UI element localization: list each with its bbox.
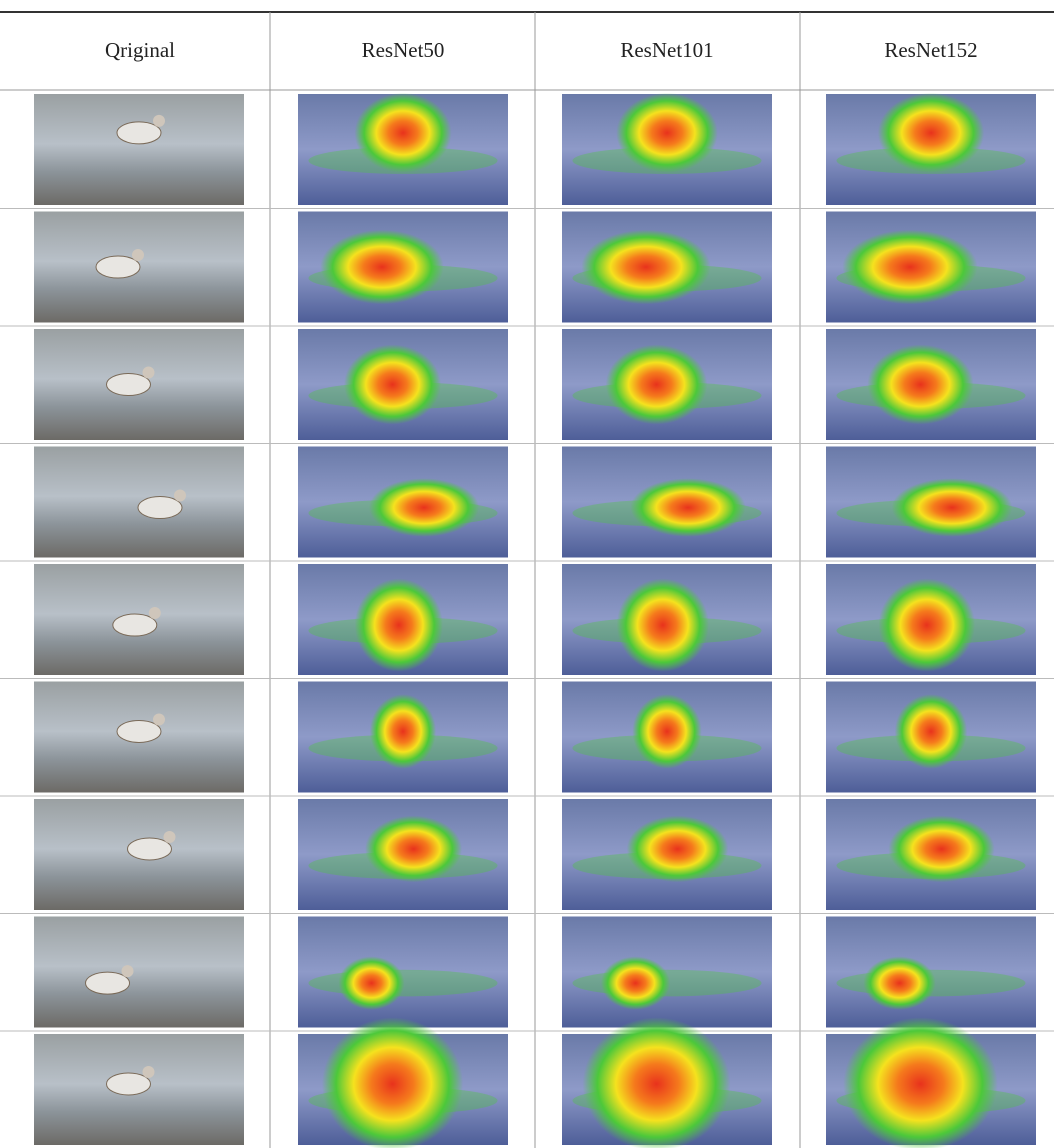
heat-blob (632, 694, 701, 769)
heatmap-image (298, 682, 508, 793)
bird-body (117, 720, 161, 742)
heatmap-image (826, 93, 1036, 205)
heatmap-image (826, 564, 1036, 675)
heatmap-image (298, 93, 508, 205)
bird-head (149, 607, 161, 619)
heatmap-image (826, 917, 1036, 1028)
heat-blob (617, 578, 709, 671)
bird-head (143, 367, 155, 379)
heat-blob (338, 956, 404, 1009)
heat-blob (878, 93, 984, 173)
bird-body (128, 838, 172, 860)
column-header: ResNet101 (620, 38, 713, 62)
heat-blob (892, 478, 1013, 537)
heatmap-image (298, 447, 508, 558)
bird-head (153, 713, 165, 725)
heatmap-image (562, 212, 772, 323)
heatmap-image (826, 799, 1036, 910)
original-image (34, 329, 244, 440)
original-image (34, 799, 244, 910)
bird-head (143, 1066, 155, 1078)
image-background (34, 447, 244, 558)
heatmap-image (826, 329, 1036, 440)
bird-head (132, 249, 144, 261)
heat-blob (606, 345, 708, 425)
bird-body (113, 614, 157, 636)
heat-blob (369, 478, 479, 537)
heatmap-image (298, 799, 508, 910)
original-image (34, 212, 244, 323)
heat-blob (888, 816, 994, 883)
original-image (34, 94, 244, 205)
bird-body (86, 972, 130, 994)
heat-blob (354, 93, 451, 173)
figure: Qriginal ResNet50 ResNet101 ResNet152 (0, 0, 1054, 1148)
heatmap-image (562, 93, 772, 205)
heatmap-image (562, 1017, 772, 1148)
bird-body (96, 256, 140, 278)
heat-blob (320, 230, 443, 305)
header-row: Qriginal ResNet50 ResNet101 ResNet152 (105, 38, 978, 62)
heat-blob (895, 694, 967, 769)
heat-blob (843, 1017, 998, 1148)
heat-blob (365, 816, 462, 883)
heat-blob (616, 93, 718, 173)
heatmap-image (562, 447, 772, 558)
bird-body (107, 1073, 151, 1095)
heatmap-image (826, 682, 1036, 793)
heat-blob (344, 345, 441, 425)
heat-blob (370, 694, 436, 769)
original-image (34, 1034, 244, 1145)
bird-head (122, 965, 134, 977)
heat-blob (355, 578, 443, 671)
bird-head (164, 831, 176, 843)
heatmap-image (562, 799, 772, 910)
bird-head (153, 115, 165, 127)
original-image (34, 447, 244, 558)
original-image (34, 682, 244, 793)
heatmap-image (298, 329, 508, 440)
bird-body (138, 497, 182, 519)
original-image (34, 917, 244, 1028)
heat-blob (627, 816, 729, 883)
heat-blob (583, 1017, 731, 1148)
column-header: ResNet50 (362, 38, 445, 62)
heatmap-image (826, 1017, 1036, 1148)
heatmap-image (298, 212, 508, 323)
heatmap-image (298, 917, 508, 1028)
heatmap-image (562, 682, 772, 793)
image-background (34, 94, 244, 205)
image-background (34, 917, 244, 1028)
heat-blob (842, 230, 977, 305)
column-header: Qriginal (105, 38, 175, 62)
heatmap-image (562, 564, 772, 675)
heatmap-image (826, 447, 1036, 558)
heatmap-image (562, 329, 772, 440)
bird-body (117, 122, 161, 144)
heat-blob (879, 578, 976, 671)
bird-body (107, 374, 151, 396)
bird-head (174, 490, 186, 502)
column-header: ResNet152 (884, 38, 977, 62)
heat-blob (867, 345, 973, 425)
original-image (34, 564, 244, 675)
heat-blob (581, 230, 710, 305)
heat-blob (601, 956, 670, 1009)
heatmap-image (298, 564, 508, 675)
heat-blob (630, 478, 746, 537)
heat-blob (322, 1017, 463, 1148)
heatmap-image (298, 1017, 508, 1148)
heat-blob (863, 956, 935, 1009)
heatmap-image (826, 212, 1036, 323)
heatmap-image (562, 917, 772, 1028)
